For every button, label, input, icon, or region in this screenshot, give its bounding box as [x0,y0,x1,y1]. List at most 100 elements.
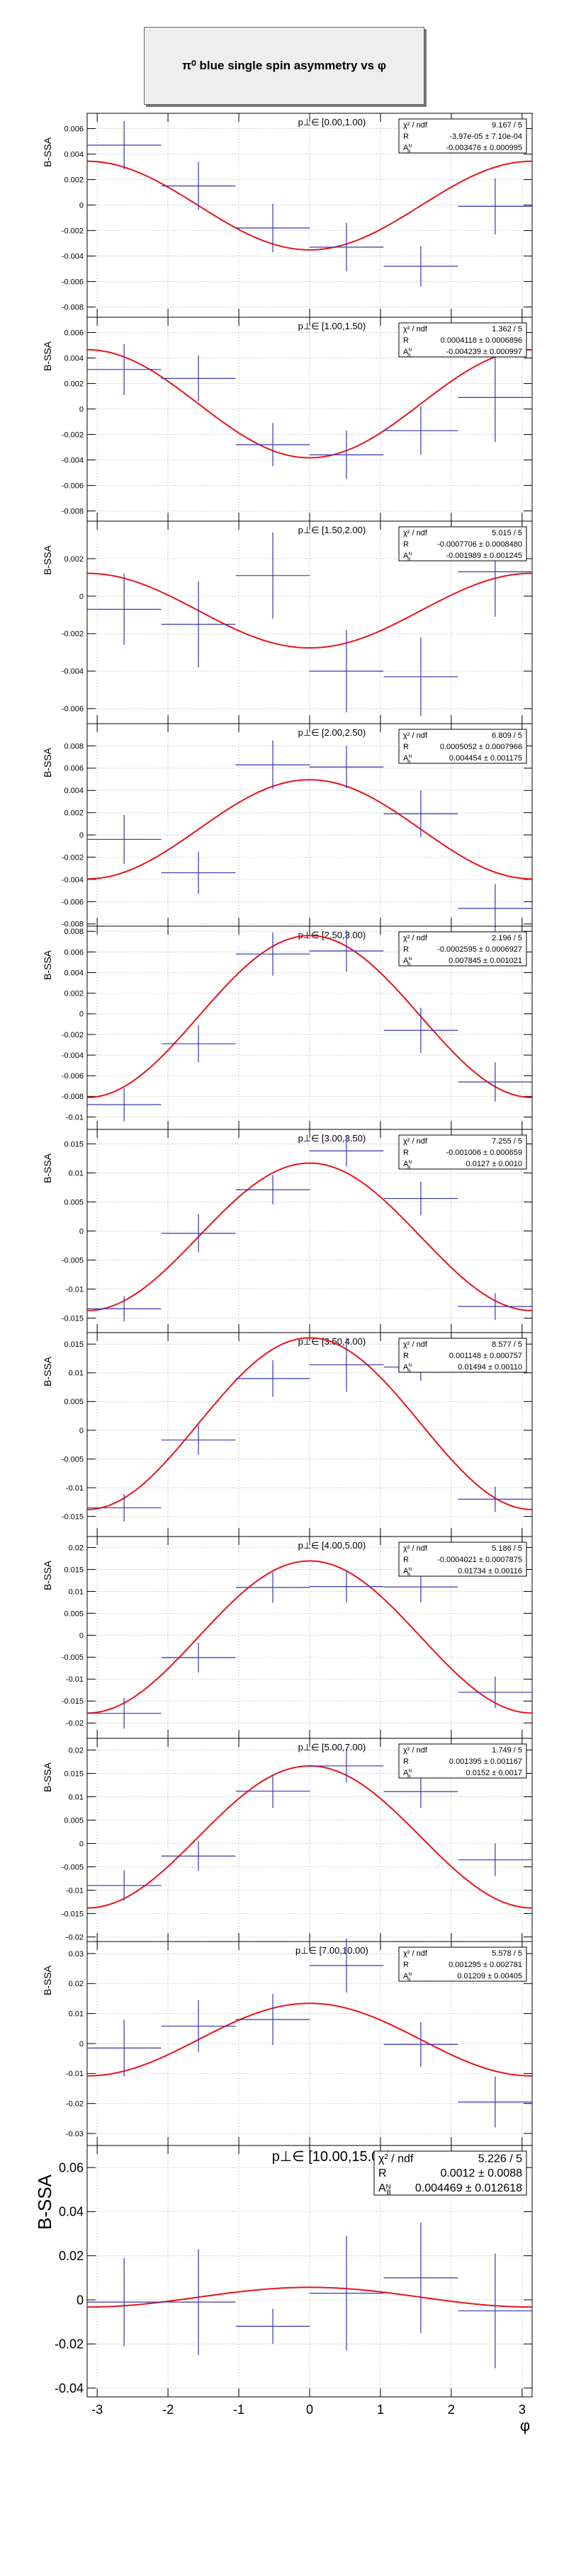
y-tick-label: 0.002 [64,555,84,564]
stats-label-sup: N [386,2183,391,2191]
y-axis-label: B-SSA [42,1356,53,1386]
stats-label-sub: B [407,557,411,562]
y-tick-label: -0.004 [62,1052,84,1060]
stats-label: R [403,336,409,345]
stats-value: 0.01734 ± 0.00116 [458,1567,522,1575]
panel-label: p⊥∈ [4.00,5.00) [298,1540,366,1551]
y-tick-label: 0.005 [64,1198,84,1207]
y-tick-label: 0.01 [69,1588,84,1596]
stats-label: R [403,1556,409,1564]
stats-label: χ² / ndf [403,1949,428,1958]
panel-label: p⊥∈ [1.00,1.50) [298,321,366,331]
stats-label: AN B [403,957,412,967]
y-tick-label: 0 [79,405,84,414]
y-tick-label: 0 [79,1227,84,1236]
stats-label: χ² / ndf [403,529,428,537]
panel-7: -0.02 -0.015 -0.01 -0.005 0 0.005 0.01 0.015 0.0… [42,1536,533,1739]
y-tick-label: 0.002 [64,809,84,818]
y-tick-label: 0.006 [64,329,84,337]
x-tick-label: 3 [519,2403,526,2417]
y-tick-label: -0.005 [62,1653,84,1662]
stats-label: AN B [403,1972,412,1983]
stats-value: 0.0004118 ± 0.0006896 [441,336,522,345]
y-tick-label: -0.02 [66,1719,84,1728]
stats-value: 0.0005052 ± 0.0007966 [440,743,522,751]
stats-label-sup: N [408,1363,412,1368]
y-tick-label: -0.006 [62,1072,84,1081]
y-tick-label: 0.002 [64,990,84,998]
stats-label-sub: B [407,1573,411,1578]
stats-value: -0.0004021 ± 0.0007875 [437,1556,522,1564]
panel-label: p⊥∈ [7.00,10.00) [295,1945,368,1956]
y-tick-label: 0 [77,2293,84,2307]
stats-value: 0.01494 ± 0.00110 [458,1363,522,1372]
x-tick-label: -2 [162,2403,174,2417]
stats-label: R [403,743,409,751]
stats-value: 0.001148 ± 0.000757 [449,1352,522,1360]
y-tick-label: -0.03 [66,2130,84,2138]
y-tick-label: -0.002 [62,227,84,235]
y-tick-label: 0.008 [64,928,84,936]
stats-label: R [378,2167,387,2179]
stats-label-sup: N [408,957,412,962]
y-tick-label: 0.006 [64,765,84,773]
stats-label: R [403,1757,409,1766]
y-tick-label: 0 [79,1427,84,1435]
y-axis-label: B-SSA [42,1762,53,1792]
y-tick-label: -0.004 [62,876,84,884]
y-tick-label: -0.015 [62,1512,84,1521]
stats-label: χ² / ndf [378,2153,414,2165]
stats-value: 5.226 / 5 [478,2153,522,2165]
stats-label-sub: B [407,1369,411,1374]
panel-label: p⊥∈ [10.00,15.00) [272,2149,392,2165]
stats-value: 5.578 / 5 [492,1949,522,1958]
y-tick-label: 0.01 [69,1369,84,1378]
stats-value: 5.186 / 5 [492,1544,522,1553]
stats-label-sup: N [408,552,412,557]
panel-label: p⊥∈ [2.00,2.50) [298,727,366,738]
stats-label-sup: N [408,348,412,353]
stats-label-sup: N [408,144,412,149]
y-tick-label: -0.002 [62,431,84,439]
stats-value: 0.0152 ± 0.0017 [466,1769,522,1777]
y-tick-label: -0.008 [62,303,84,312]
stats-label: χ² / ndf [403,731,428,740]
stats-box [398,1743,527,1779]
y-tick-label: -0.01 [66,1886,84,1895]
y-tick-label: -0.01 [66,1675,84,1684]
y-tick-label: 0.015 [64,1140,84,1149]
fit-curve [87,2002,532,2077]
y-tick-label: -0.02 [66,1933,84,1942]
stats-value: -0.003476 ± 0.000995 [446,144,522,152]
y-tick-label: 0 [79,593,84,601]
x-tick-label: -1 [233,2403,244,2417]
stats-label-sub: B [407,1166,411,1170]
stats-label: R [403,132,409,141]
y-tick-label: 0.02 [59,2249,84,2263]
stats-box [398,1947,527,1982]
y-tick-label: 0.04 [59,2205,84,2219]
y-tick-label: 0 [79,1631,84,1640]
stats-value: 2.196 / 5 [492,934,522,942]
y-tick-label: -0.015 [62,1910,84,1918]
y-tick-label: 0 [79,2040,84,2048]
stats-value: 0.007845 ± 0.001021 [449,957,522,965]
stats-label: χ² / ndf [403,1137,428,1146]
y-tick-label: -0.006 [62,705,84,714]
panel-6: -0.015-0.01-0.00500.0050.010.015B-SSAp⊥∈… [42,1332,533,1537]
stats-value: 0.004454 ± 0.001175 [449,754,522,763]
stats-value: 8.577 / 5 [492,1340,522,1349]
fit-curve [87,572,532,649]
stats-box [373,2150,527,2196]
x-tick-label: -3 [91,2403,103,2417]
panel-label: p⊥∈ [0.00,1.00) [298,117,366,127]
panel-2: -0.006 -0.004 -0.002 0 0.002 B-SSA p⊥∈ [1.50,2… [42,520,533,724]
y-tick-label: 0.002 [64,176,84,184]
stats-value: 5.015 / 5 [492,529,522,537]
panel-8: -0.02 -0.015 -0.01 -0.005 0 0.005 0.01 0.015 0.0… [42,1738,533,1942]
y-tick-label: -0.015 [62,1697,84,1706]
stats-value: -0.001989 ± 0.001245 [446,552,522,560]
y-tick-label: -0.006 [62,898,84,906]
stats-value: 0.004469 ± 0.012618 [415,2182,522,2194]
stats-label: χ² / ndf [403,121,428,130]
